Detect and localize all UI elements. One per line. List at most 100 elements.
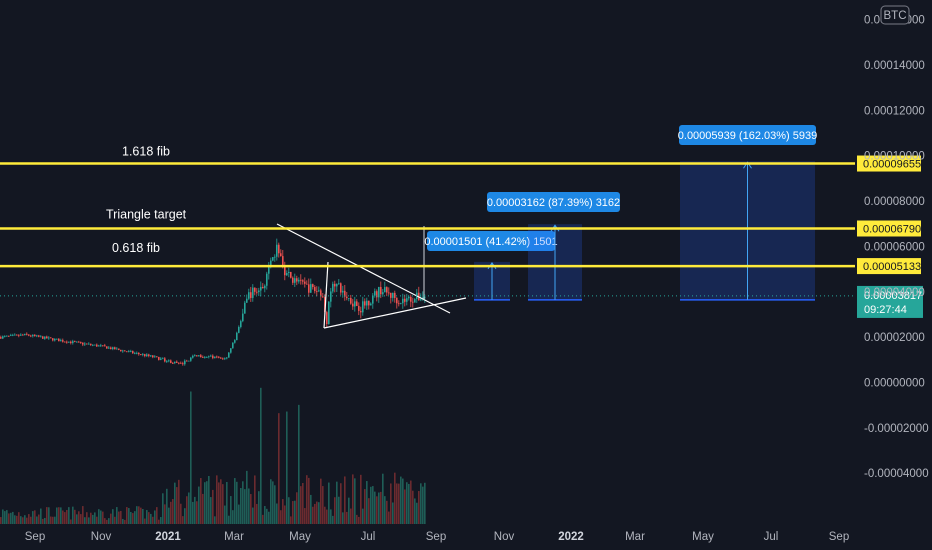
level-line[interactable]: Triangle target 0.00006790 bbox=[0, 208, 921, 237]
volume-bar bbox=[414, 498, 416, 524]
volume-bar bbox=[160, 517, 162, 524]
volume-bar bbox=[282, 499, 284, 524]
candle bbox=[214, 356, 216, 359]
volume-bar bbox=[26, 517, 28, 524]
candle bbox=[344, 284, 346, 301]
volume-bar bbox=[126, 507, 128, 524]
measure-box[interactable]: 0.00001501 (41.42%) 1501 bbox=[424, 231, 558, 301]
volume-bar bbox=[234, 478, 236, 524]
candle bbox=[94, 344, 96, 346]
candle bbox=[342, 285, 344, 298]
volume-bar bbox=[372, 486, 374, 524]
measure-label: 0.00001501 (41.42%) 1501 bbox=[424, 236, 557, 248]
candle bbox=[60, 338, 62, 342]
volume-bar bbox=[172, 499, 174, 524]
candle bbox=[112, 346, 114, 351]
candle bbox=[108, 346, 110, 349]
x-tick-label: Mar bbox=[224, 531, 244, 543]
currency-badge-text: BTC bbox=[884, 10, 907, 22]
y-tick-label: 0.00012000 bbox=[864, 105, 925, 117]
volume-bar bbox=[86, 512, 88, 524]
volume-bar bbox=[278, 413, 280, 524]
volume-bar bbox=[18, 512, 20, 524]
volume-bar bbox=[412, 490, 414, 524]
candle bbox=[178, 362, 180, 365]
candle bbox=[292, 276, 294, 286]
volume-bar bbox=[248, 488, 250, 524]
candle bbox=[208, 355, 210, 359]
price-axis[interactable]: 0.000160000.000140000.000120000.00010000… bbox=[864, 5, 929, 480]
volume-bar bbox=[206, 481, 208, 524]
volume-bar bbox=[324, 506, 326, 524]
candle bbox=[318, 286, 320, 293]
x-tick-label: Sep bbox=[25, 531, 45, 543]
candle bbox=[156, 356, 158, 358]
candle bbox=[92, 344, 94, 347]
candle bbox=[162, 357, 164, 360]
measure-box[interactable]: 0.00003162 (87.39%) 3162 bbox=[487, 192, 620, 301]
volume-bar bbox=[54, 516, 56, 524]
candle bbox=[146, 353, 148, 358]
currency-badge[interactable]: BTC bbox=[880, 5, 910, 25]
candle bbox=[382, 289, 384, 297]
candle bbox=[308, 278, 310, 297]
candle bbox=[80, 341, 82, 344]
candle bbox=[392, 292, 394, 302]
candle bbox=[170, 359, 172, 364]
x-tick-label: Mar bbox=[625, 531, 645, 543]
candle bbox=[304, 277, 306, 288]
candle bbox=[132, 350, 134, 354]
volume-bars bbox=[0, 387, 426, 524]
candle bbox=[272, 257, 274, 262]
x-tick-label: Nov bbox=[91, 531, 112, 543]
candle bbox=[102, 345, 104, 347]
volume-bar bbox=[52, 516, 54, 524]
candle bbox=[358, 302, 360, 316]
candle bbox=[212, 354, 214, 360]
y-tick-label: 0.00002000 bbox=[864, 332, 925, 344]
volume-bar bbox=[94, 512, 96, 524]
volume-bar bbox=[198, 486, 200, 524]
volume-bar bbox=[148, 512, 150, 524]
candle bbox=[246, 294, 248, 303]
volume-bar bbox=[92, 514, 94, 524]
candle bbox=[302, 279, 304, 285]
candle bbox=[198, 355, 200, 357]
currency-badge-frame bbox=[880, 5, 910, 25]
y-tick-label: 0.00000000 bbox=[864, 378, 925, 390]
level-line[interactable]: 1.618 fib 0.00009655 bbox=[0, 145, 921, 172]
candle bbox=[148, 353, 150, 358]
level-line[interactable]: 0.618 fib 0.00005133 bbox=[0, 241, 921, 275]
current-price-text: 0.00003817 bbox=[864, 290, 922, 302]
volume-bar bbox=[196, 501, 198, 524]
candle bbox=[54, 338, 56, 342]
volume-bar bbox=[394, 472, 396, 524]
candle bbox=[30, 334, 32, 338]
volume-bar bbox=[276, 503, 278, 524]
candle bbox=[326, 310, 328, 328]
volume-bar bbox=[384, 496, 386, 524]
candle bbox=[414, 297, 416, 303]
volume-bar bbox=[314, 503, 316, 524]
candle bbox=[22, 333, 24, 336]
volume-bar bbox=[202, 493, 204, 524]
candle bbox=[190, 356, 192, 362]
horizontal-levels[interactable]: 1.618 fib 0.00009655 Triangle target 0.0000… bbox=[0, 145, 921, 275]
volume-bar bbox=[70, 519, 72, 524]
volume-bar bbox=[22, 517, 24, 524]
volume-bar bbox=[360, 474, 362, 524]
volume-bar bbox=[100, 510, 102, 524]
volume-bar bbox=[256, 503, 258, 524]
volume-bar bbox=[244, 489, 246, 524]
measurement-boxes[interactable]: 0.00001501 (41.42%) 1501 0.00003162 (87.3… bbox=[424, 125, 817, 301]
candle bbox=[110, 346, 112, 350]
candle bbox=[360, 306, 362, 319]
volume-bar bbox=[264, 506, 266, 524]
time-axis[interactable]: Sep Nov 2021 Mar May Jul Sep Nov 2022 Mar May Jul Se… bbox=[25, 531, 849, 543]
x-tick-label: Sep bbox=[829, 531, 849, 543]
measure-box[interactable]: 0.00005939 (162.03%) 5939 bbox=[678, 125, 817, 301]
volume-bar bbox=[378, 492, 380, 524]
candle bbox=[52, 338, 54, 342]
